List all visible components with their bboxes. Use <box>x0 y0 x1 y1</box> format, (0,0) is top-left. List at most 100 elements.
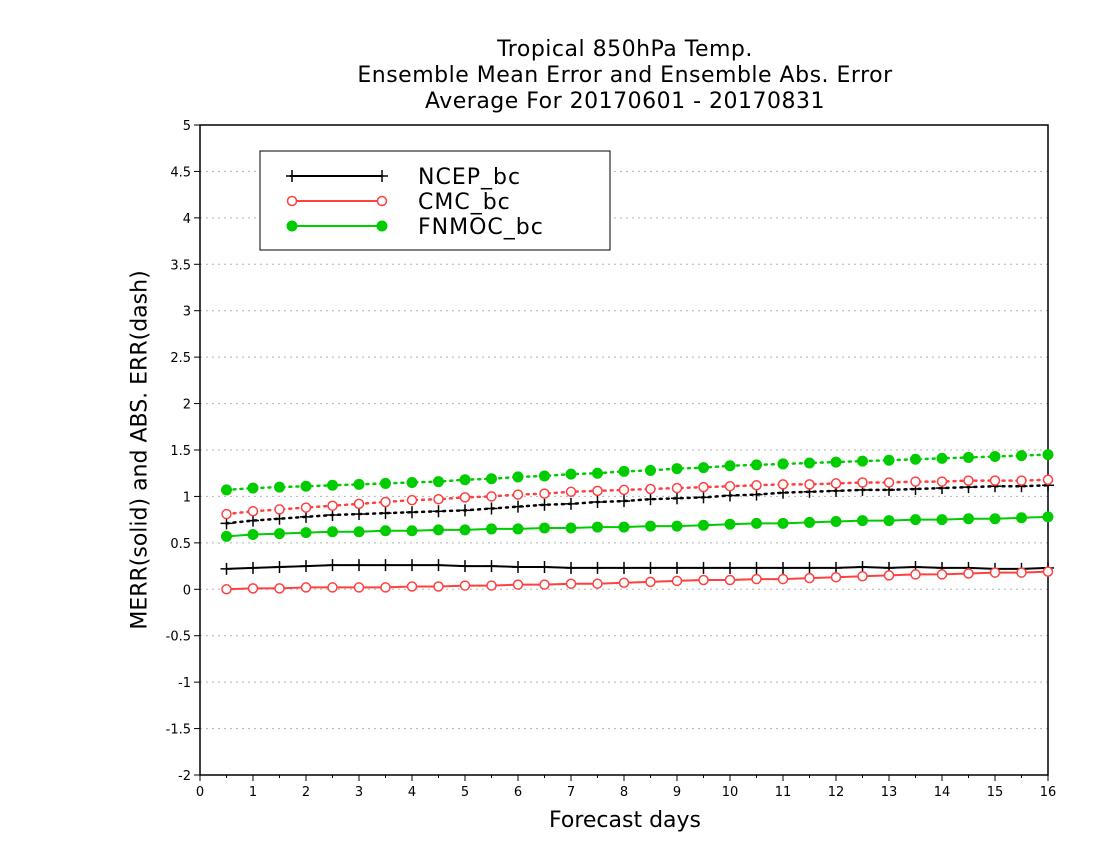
series-fnmoc-bc-abs-err-point <box>989 451 1001 462</box>
series-cmc-bc-abs-err-point <box>857 477 868 488</box>
series-cmc-bc-merr-point <box>539 579 550 590</box>
x-tick-label: 13 <box>881 785 898 800</box>
legend-marker-fnmoc-bc <box>286 220 298 232</box>
y-tick-label: -0.5 <box>166 630 191 645</box>
series-ncep-bc-abs-err-point <box>300 510 312 523</box>
series-ncep-bc-abs-err-point <box>379 507 392 520</box>
series-fnmoc-bc-merr-point <box>539 522 550 534</box>
series-fnmoc-bc-abs-err-point <box>512 471 524 483</box>
series-fnmoc-bc-abs-err-point <box>724 460 736 472</box>
y-tick-label: 0.5 <box>170 537 191 552</box>
x-tick-label: 3 <box>355 785 363 800</box>
series-ncep-bc-abs-err-point <box>724 489 736 502</box>
series-cmc-bc-merr-point <box>698 574 709 586</box>
series-cmc-bc-abs-err-point <box>274 504 285 515</box>
series-cmc-bc-merr-point <box>618 577 630 589</box>
series-fnmoc-bc-abs-err-point <box>433 476 444 488</box>
series-fnmoc-bc-abs-err-point <box>804 457 815 469</box>
series-cmc-bc-abs-err-line <box>225 478 1050 516</box>
series-fnmoc-bc-abs-err-point <box>353 478 365 490</box>
x-tick-label: 14 <box>934 785 951 800</box>
series-cmc-bc-abs-err-point <box>565 486 577 498</box>
series-cmc-bc-abs-err-point <box>327 500 338 511</box>
series-fnmoc-bc-merr-point <box>221 530 232 542</box>
x-tick-label: 10 <box>722 785 739 800</box>
chart-title-line-2: Ensemble Mean Error and Ensemble Abs. Er… <box>357 63 893 88</box>
series-cmc-bc-merr-point <box>353 582 365 593</box>
legend-marker-ncep-bc <box>376 170 388 182</box>
series-cmc-bc-merr-point <box>830 571 842 583</box>
series-cmc-bc-abs-err-point <box>486 491 497 502</box>
x-tick-label: 8 <box>620 785 628 800</box>
series-cmc-bc-merr-point <box>724 574 736 586</box>
series-fnmoc-bc-merr-point <box>1042 511 1054 523</box>
series-fnmoc-bc-abs-err-point <box>857 455 868 467</box>
x-tick-label: 0 <box>196 785 204 800</box>
series-cmc-bc-merr-point <box>804 572 815 584</box>
series-cmc-bc-abs-err-point <box>592 485 603 497</box>
series-fnmoc-bc-abs-err-point <box>830 456 842 468</box>
series-fnmoc-bc-abs-err-point <box>327 479 338 491</box>
x-tick-label: 9 <box>673 785 681 800</box>
series-cmc-bc-abs-err-point <box>353 498 365 510</box>
series-ncep-bc-abs-err-point <box>512 500 524 513</box>
series-ncep-bc-merr-point <box>777 561 789 574</box>
y-tick-label: 3.5 <box>170 258 191 273</box>
y-tick-label: 2 <box>183 398 191 413</box>
series-fnmoc-bc-abs-err-point <box>380 477 391 489</box>
series-cmc-bc-abs-err-point <box>406 494 418 506</box>
series-cmc-bc-abs-err-point <box>671 482 683 494</box>
series-ncep-bc-merr-point <box>750 561 763 574</box>
series-fnmoc-bc-merr-point <box>300 527 312 539</box>
series-cmc-bc-abs-err-point <box>512 489 524 500</box>
series-fnmoc-bc-merr-point <box>618 521 630 533</box>
series-ncep-bc-merr-point <box>830 561 842 574</box>
legend-label-fnmoc-bc: FNMOC_bc <box>418 215 544 240</box>
series-fnmoc-bc-merr-point <box>1016 512 1027 524</box>
legend-marker-cmc-bc <box>376 195 388 207</box>
series-fnmoc-bc-merr-point <box>592 521 603 533</box>
series-cmc-bc-merr-point <box>883 570 895 581</box>
series-fnmoc-bc-merr-point <box>433 524 444 536</box>
series-fnmoc-bc-abs-err-point <box>618 465 630 477</box>
series-ncep-bc-merr-point <box>644 561 657 574</box>
series-cmc-bc-merr-point <box>1016 567 1027 578</box>
series-fnmoc-bc-abs-err-point <box>406 477 418 488</box>
x-tick-label: 6 <box>514 785 522 800</box>
series-fnmoc-bc-abs-err-point <box>274 481 285 493</box>
y-tick-label: 4 <box>183 212 191 227</box>
series-cmc-bc-abs-err-point <box>221 508 232 520</box>
series-ncep-bc-abs-err-point <box>326 509 339 521</box>
series-cmc-bc-abs-err-point <box>936 476 948 487</box>
series-fnmoc-bc-abs-err-point <box>486 473 497 485</box>
x-tick-label: 4 <box>408 785 416 800</box>
series-cmc-bc-abs-err-point <box>724 480 736 492</box>
series-fnmoc-bc-abs-err-point <box>565 468 577 480</box>
series-fnmoc-bc-abs-err-line <box>225 453 1050 492</box>
series-ncep-bc-abs-err-point <box>644 493 657 506</box>
series-ncep-bc-merr-point <box>565 561 577 574</box>
series-cmc-bc-merr-point <box>751 573 762 585</box>
series-fnmoc-bc-merr-point <box>698 519 709 531</box>
series-cmc-bc-merr-point <box>247 583 259 594</box>
y-tick-label: 3 <box>183 305 191 320</box>
series-fnmoc-bc-merr-point <box>512 523 524 535</box>
series-cmc-bc-merr-point <box>221 584 232 595</box>
series-fnmoc-bc-abs-err-point <box>221 484 232 496</box>
series-fnmoc-bc-abs-err-point <box>777 458 789 470</box>
series-fnmoc-bc-merr-point <box>804 516 815 528</box>
legend-marker-cmc-bc <box>286 195 298 207</box>
series-fnmoc-bc-merr-point <box>274 528 285 540</box>
series-cmc-bc-merr-point <box>936 569 948 580</box>
series-cmc-bc-abs-err-point <box>300 502 312 513</box>
x-axis-label: Forecast days <box>548 808 701 833</box>
series-fnmoc-bc-abs-err-point <box>883 454 895 466</box>
series-cmc-bc-abs-err-point <box>777 479 789 490</box>
series-cmc-bc-abs-err-point <box>963 475 974 486</box>
series-cmc-bc-abs-err-point <box>247 506 259 517</box>
series-ncep-bc-abs-err-point <box>538 498 551 511</box>
chart-title-line-3: Average For 20170601 - 20170831 <box>424 89 826 114</box>
series-fnmoc-bc-merr-point <box>777 517 789 529</box>
series-cmc-bc-merr-point <box>300 582 312 593</box>
